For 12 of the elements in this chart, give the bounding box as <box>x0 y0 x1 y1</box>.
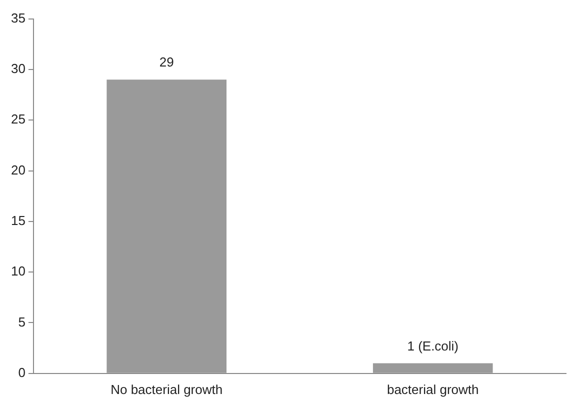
data-label: 29 <box>159 54 174 70</box>
y-tick-label: 10 <box>10 264 26 279</box>
x-tick-label: No bacterial growth <box>110 382 223 397</box>
y-tick-label: 5 <box>18 314 26 330</box>
y-tick-label: 35 <box>10 10 26 26</box>
y-tick-label: 30 <box>10 61 26 76</box>
x-tick-label: bacterial growth <box>386 382 479 397</box>
y-tick-label: 25 <box>10 112 26 127</box>
y-tick-label: 0 <box>18 364 26 380</box>
y-tick-label: 20 <box>10 162 26 178</box>
data-label: 1 (E.coli) <box>407 338 459 354</box>
y-tick-label: 15 <box>10 213 26 228</box>
